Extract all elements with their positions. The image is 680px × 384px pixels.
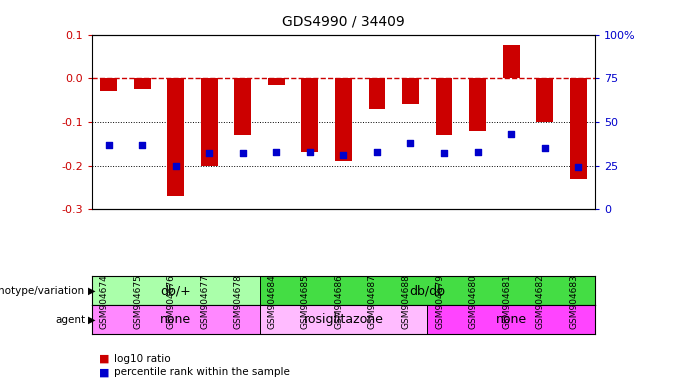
Bar bbox=[436, 78, 452, 135]
Point bbox=[539, 145, 550, 151]
Bar bbox=[260, 305, 427, 334]
Text: GSM904682: GSM904682 bbox=[536, 275, 545, 329]
Point bbox=[472, 149, 483, 155]
Text: GSM904681: GSM904681 bbox=[502, 275, 511, 329]
Point bbox=[237, 150, 248, 156]
Point bbox=[271, 149, 282, 155]
Text: percentile rank within the sample: percentile rank within the sample bbox=[114, 367, 290, 377]
Bar bbox=[537, 78, 553, 122]
Text: GSM904688: GSM904688 bbox=[401, 275, 411, 329]
Bar bbox=[335, 78, 352, 161]
Text: GSM904677: GSM904677 bbox=[200, 275, 209, 329]
Bar bbox=[301, 78, 318, 152]
Text: GSM904680: GSM904680 bbox=[469, 275, 477, 329]
Text: GSM904683: GSM904683 bbox=[569, 275, 578, 329]
Text: GSM904678: GSM904678 bbox=[234, 275, 243, 329]
Bar bbox=[100, 78, 117, 91]
Text: rosiglitazone: rosiglitazone bbox=[303, 313, 384, 326]
Bar bbox=[427, 305, 595, 334]
Bar bbox=[92, 276, 260, 305]
Text: ▶: ▶ bbox=[88, 314, 96, 325]
Point bbox=[305, 149, 316, 155]
Text: GSM904685: GSM904685 bbox=[301, 275, 310, 329]
Bar bbox=[402, 78, 419, 104]
Text: GSM904674: GSM904674 bbox=[99, 275, 109, 329]
Text: ▶: ▶ bbox=[88, 286, 96, 296]
Text: ■: ■ bbox=[99, 367, 109, 377]
Text: agent: agent bbox=[55, 314, 85, 325]
Point bbox=[439, 150, 449, 156]
Bar bbox=[92, 305, 260, 334]
Text: db/+: db/+ bbox=[160, 285, 191, 297]
Text: genotype/variation: genotype/variation bbox=[0, 286, 85, 296]
Text: log10 ratio: log10 ratio bbox=[114, 354, 170, 364]
Bar bbox=[201, 78, 218, 166]
Text: db/db: db/db bbox=[409, 285, 445, 297]
Text: none: none bbox=[160, 313, 191, 326]
Point bbox=[405, 140, 416, 146]
Bar bbox=[260, 276, 595, 305]
Text: GSM904676: GSM904676 bbox=[167, 275, 175, 329]
Bar bbox=[469, 78, 486, 131]
Point bbox=[506, 131, 517, 137]
Bar bbox=[369, 78, 386, 109]
Bar bbox=[134, 78, 150, 89]
Bar bbox=[570, 78, 587, 179]
Point bbox=[204, 150, 215, 156]
Text: ■: ■ bbox=[99, 354, 109, 364]
Point bbox=[103, 142, 114, 148]
Text: none: none bbox=[496, 313, 527, 326]
Point bbox=[137, 142, 148, 148]
Bar bbox=[503, 45, 520, 78]
Text: GSM904679: GSM904679 bbox=[435, 275, 444, 329]
Text: GSM904687: GSM904687 bbox=[368, 275, 377, 329]
Point bbox=[573, 164, 583, 170]
Text: GSM904686: GSM904686 bbox=[335, 275, 343, 329]
Bar bbox=[235, 78, 251, 135]
Text: GSM904675: GSM904675 bbox=[133, 275, 142, 329]
Point bbox=[338, 152, 349, 158]
Bar bbox=[167, 78, 184, 196]
Bar bbox=[268, 78, 285, 85]
Text: GDS4990 / 34409: GDS4990 / 34409 bbox=[282, 14, 405, 28]
Text: GSM904684: GSM904684 bbox=[267, 275, 276, 329]
Point bbox=[371, 149, 382, 155]
Point bbox=[170, 162, 181, 169]
